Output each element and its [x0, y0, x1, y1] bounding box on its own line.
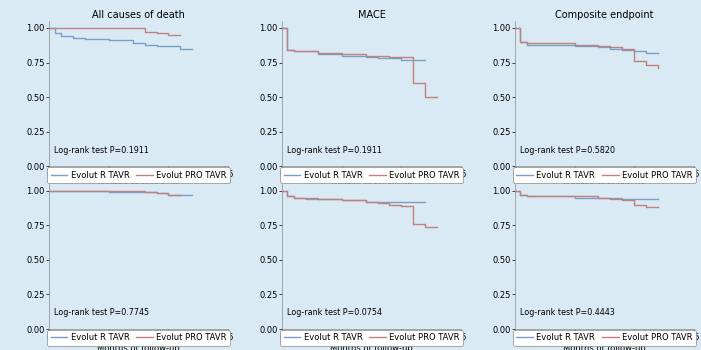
X-axis label: Months of follow-up: Months of follow-up	[97, 344, 180, 350]
Title: MACE: MACE	[358, 10, 386, 20]
Title: All causes of death after discharge: All causes of death after discharge	[54, 173, 224, 183]
Title: All causes of death: All causes of death	[93, 10, 185, 20]
X-axis label: Months of follow-up: Months of follow-up	[97, 181, 180, 190]
X-axis label: Months of follow-up: Months of follow-up	[330, 181, 413, 190]
Text: Log-rank test P=0.7745: Log-rank test P=0.7745	[55, 308, 149, 317]
Title: MACE after discharge: MACE after discharge	[319, 173, 424, 183]
X-axis label: Months of follow-up: Months of follow-up	[563, 344, 646, 350]
Text: Log-rank test P=0.4443: Log-rank test P=0.4443	[520, 308, 615, 317]
Text: Log-rank test P=0.1911: Log-rank test P=0.1911	[287, 146, 382, 155]
Text: Log-rank test P=0.0754: Log-rank test P=0.0754	[287, 308, 382, 317]
Text: Log-rank test P=0.1911: Log-rank test P=0.1911	[55, 146, 149, 155]
X-axis label: Months of follow-up: Months of follow-up	[330, 344, 413, 350]
Legend: Evolut R TAVR, Evolut PRO TAVR: Evolut R TAVR, Evolut PRO TAVR	[513, 167, 695, 183]
Title: Composite endpoint after discharge: Composite endpoint after discharge	[517, 173, 692, 183]
Legend: Evolut R TAVR, Evolut PRO TAVR: Evolut R TAVR, Evolut PRO TAVR	[280, 167, 463, 183]
Text: Log-rank test P=0.5820: Log-rank test P=0.5820	[520, 146, 615, 155]
Legend: Evolut R TAVR, Evolut PRO TAVR: Evolut R TAVR, Evolut PRO TAVR	[280, 330, 463, 345]
X-axis label: Months of follow-up: Months of follow-up	[563, 181, 646, 190]
Legend: Evolut R TAVR, Evolut PRO TAVR: Evolut R TAVR, Evolut PRO TAVR	[48, 167, 230, 183]
Title: Composite endpoint: Composite endpoint	[555, 10, 653, 20]
Legend: Evolut R TAVR, Evolut PRO TAVR: Evolut R TAVR, Evolut PRO TAVR	[513, 330, 695, 345]
Legend: Evolut R TAVR, Evolut PRO TAVR: Evolut R TAVR, Evolut PRO TAVR	[48, 330, 230, 345]
